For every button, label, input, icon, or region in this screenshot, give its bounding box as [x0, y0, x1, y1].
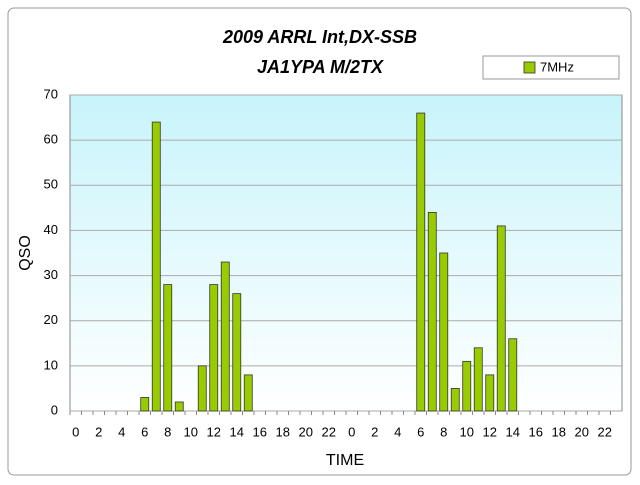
chart-title: 2009 ARRL Int,DX-SSB [222, 27, 417, 47]
x-tick-label: 12 [207, 424, 221, 439]
x-tick-label: 20 [299, 424, 313, 439]
x-tick-label: 8 [440, 424, 447, 439]
bar [232, 293, 242, 412]
x-tick-label: 4 [394, 424, 401, 439]
y-tick-label: 60 [44, 132, 58, 147]
x-tick-label: 10 [184, 424, 198, 439]
bar [427, 211, 437, 412]
x-tick-label: 10 [460, 424, 474, 439]
y-tick-label: 70 [44, 86, 58, 101]
x-tick-label: 4 [118, 424, 125, 439]
y-tick-label: 20 [44, 312, 58, 327]
x-tick-label: 20 [575, 424, 589, 439]
bar [462, 360, 472, 412]
y-tick-label: 40 [44, 222, 58, 237]
x-tick-label: 14 [230, 424, 244, 439]
bar [197, 365, 207, 412]
bar [220, 261, 230, 412]
bar [140, 397, 150, 412]
bar [163, 284, 173, 412]
x-tick-label: 6 [417, 424, 424, 439]
bar [450, 388, 460, 412]
y-tick-label: 10 [44, 357, 58, 372]
bar [151, 121, 161, 412]
y-tick-label: 0 [51, 402, 58, 417]
x-tick-label: 0 [72, 424, 79, 439]
bar [473, 347, 483, 412]
y-axis-label: QSO [17, 235, 34, 271]
bar [416, 112, 426, 412]
y-tick-label: 50 [44, 177, 58, 192]
legend-label: 7MHz [540, 59, 574, 74]
x-tick-label: 2 [371, 424, 378, 439]
x-tick-label: 14 [506, 424, 520, 439]
legend [482, 55, 620, 80]
bar [209, 284, 219, 412]
plot-area [69, 94, 623, 412]
bar [243, 374, 253, 412]
x-tick-label: 16 [253, 424, 267, 439]
x-tick-label: 6 [141, 424, 148, 439]
x-tick-label: 22 [598, 424, 612, 439]
bar [174, 401, 184, 412]
x-tick-label: 18 [552, 424, 566, 439]
x-tick-label: 8 [164, 424, 171, 439]
chart-subtitle: JA1YPA M/2TX [257, 57, 384, 77]
x-tick-label: 0 [348, 424, 355, 439]
x-tick-label: 22 [322, 424, 336, 439]
x-tick-label: 12 [483, 424, 497, 439]
legend-swatch [523, 61, 536, 74]
y-tick-label: 30 [44, 267, 58, 282]
x-tick-label: 16 [529, 424, 543, 439]
bar [439, 252, 449, 412]
bar [496, 225, 506, 412]
x-tick-label: 2 [95, 424, 102, 439]
x-axis-label: TIME [326, 452, 364, 469]
bar [508, 338, 518, 412]
x-tick-label: 18 [276, 424, 290, 439]
bar [485, 374, 495, 412]
